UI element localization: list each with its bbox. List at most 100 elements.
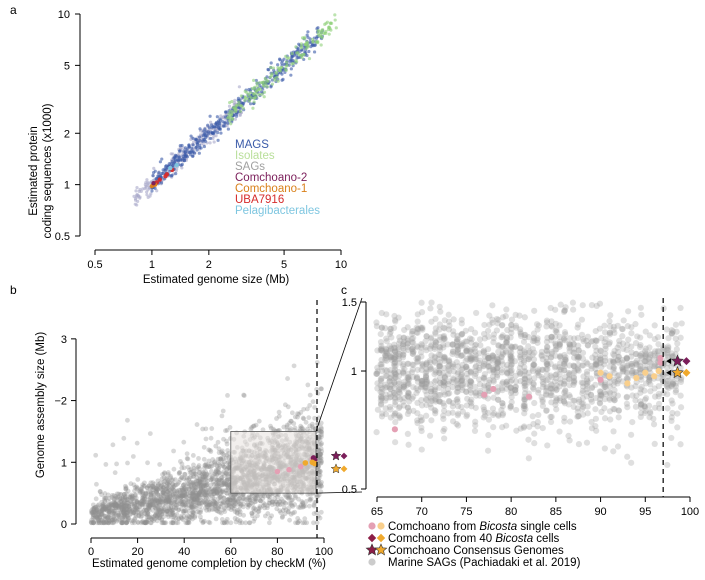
panel-b-point <box>147 431 153 436</box>
panel-b-point <box>193 492 199 498</box>
panel-a-point <box>230 99 234 104</box>
panel-b-point <box>175 495 181 501</box>
panel-c-point <box>404 324 411 331</box>
panel-b-point <box>289 497 294 503</box>
panel-b-point <box>200 474 206 480</box>
panel-c-point <box>606 318 613 325</box>
panel-b-point <box>274 416 279 421</box>
panel-c-point <box>529 413 536 420</box>
panel-b-point <box>312 415 317 421</box>
panel-b-point <box>174 499 180 505</box>
panel-a-point <box>329 21 334 25</box>
panel-b-point <box>198 488 204 494</box>
panel-b-point <box>220 501 225 507</box>
panel-a-point <box>287 56 291 60</box>
panel-a-point <box>197 151 201 155</box>
panel-c-point <box>547 418 555 426</box>
panel-b-point <box>91 520 96 526</box>
panel-b-point <box>106 509 112 514</box>
panel-b-point <box>318 424 324 430</box>
panel-a-point <box>227 104 232 108</box>
panel-a-point <box>143 187 147 191</box>
panel-c-point <box>570 306 577 313</box>
panel-c-x-tick-label: 95 <box>639 506 651 518</box>
panel-b-point <box>212 462 218 468</box>
panel-b-point <box>184 515 189 521</box>
panel-c-point <box>405 346 412 354</box>
panel-b-point <box>126 515 131 521</box>
panel-b-point <box>132 488 137 494</box>
panel-b-point <box>131 518 136 524</box>
panel-b-point <box>129 494 135 500</box>
panel-c-point <box>629 392 636 399</box>
panel-b-point <box>318 451 323 457</box>
panel-b-point <box>187 490 193 496</box>
panel-a-point <box>153 186 157 191</box>
panel-a-point <box>269 65 273 70</box>
panel-c-point <box>668 434 675 442</box>
panel-c-point <box>445 311 452 318</box>
panel-a-point <box>136 199 140 203</box>
panel-b-point <box>307 496 313 502</box>
panel-b-point <box>196 510 202 516</box>
panel-a-label: a <box>10 3 17 17</box>
panel-b-point <box>291 363 297 369</box>
panel-b-point <box>125 460 130 466</box>
panel-c-point <box>598 408 605 416</box>
panel-b-point <box>191 469 196 474</box>
panel-b-point <box>221 495 227 501</box>
panel-b-point <box>109 517 115 523</box>
panel-a-point <box>277 68 281 73</box>
panel-a-point <box>329 28 333 32</box>
panel-b-point <box>173 502 178 508</box>
panel-a-point <box>136 194 140 198</box>
panel-b-point <box>163 498 168 504</box>
panel-b-point <box>134 440 140 446</box>
panel-c-point <box>467 378 474 385</box>
panel-b-point <box>214 508 220 514</box>
panel-b-point <box>160 485 166 491</box>
panel-b-point <box>166 487 172 493</box>
panel-b-point <box>103 507 109 512</box>
panel-c-point <box>531 307 538 314</box>
panel-b-point <box>223 519 229 525</box>
panel-b-point <box>130 454 136 459</box>
panel-b-x-tick-label: 80 <box>271 546 283 558</box>
panel-a-ylabel-line1: Estimated protein <box>28 126 40 216</box>
panel-b-point <box>216 465 221 471</box>
panel-c-point <box>664 405 671 412</box>
panel-b-point <box>165 480 170 486</box>
panel-b-point <box>248 500 254 506</box>
panel-b-point <box>168 505 174 511</box>
panel-b-point <box>147 503 152 509</box>
panel-a-point <box>190 146 194 150</box>
panel-a-x-tick-label: 2 <box>206 259 212 271</box>
panel-b-point <box>103 495 109 501</box>
panel-b-point <box>195 494 201 499</box>
panel-a-legend-item: UBA7916 <box>235 194 284 206</box>
panel-a-point <box>269 85 273 89</box>
panel-b-point <box>213 469 219 475</box>
panel-b-point <box>216 506 222 512</box>
panel-b-point <box>158 486 164 492</box>
panel-c-point <box>512 311 519 318</box>
panel-b-point <box>223 455 229 461</box>
panel-b-point <box>121 504 127 509</box>
panel-b-point <box>157 497 163 503</box>
panel-b-point <box>238 498 244 504</box>
panel-b-point <box>255 509 261 514</box>
panel-c-point <box>678 320 685 327</box>
panel-c-point <box>382 367 389 374</box>
panel-b-point <box>112 501 118 507</box>
panel-b-point <box>199 487 205 493</box>
panel-b-point <box>216 504 222 510</box>
panel-a-point <box>177 149 182 153</box>
panel-b-point <box>297 505 303 511</box>
panel-b-point <box>249 425 255 430</box>
panel-b-point <box>110 442 116 448</box>
panel-b-point <box>172 498 178 504</box>
panel-b-point <box>190 490 196 496</box>
panel-b-point <box>157 510 163 515</box>
panel-b-point <box>200 520 206 526</box>
panel-a-point <box>215 131 220 135</box>
